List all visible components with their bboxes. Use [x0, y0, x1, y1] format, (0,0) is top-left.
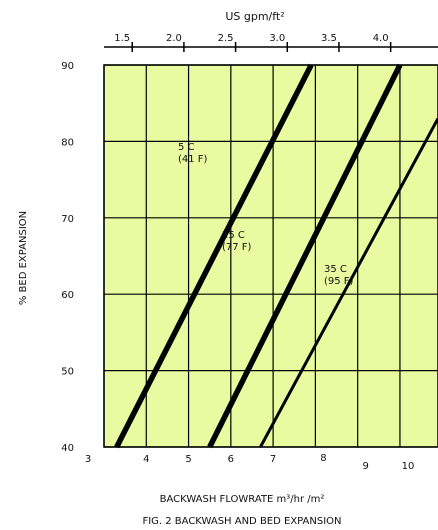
y-tick-labels: 40 50 60 70 80 90 — [61, 61, 74, 454]
x-tick-label: 8 — [320, 453, 326, 464]
x-tick-label: 6 — [228, 454, 234, 465]
figure-caption: FIG. 2 BACKWASH AND BED EXPANSION — [142, 516, 341, 527]
top-axis-tick-label: 2.0 — [166, 33, 182, 44]
series-label-temp-c: 25 C — [222, 230, 245, 241]
series-label-temp-f: (41 F) — [178, 154, 208, 165]
y-tick-label: 60 — [61, 290, 74, 301]
series-label-temp-f: (77 F) — [222, 242, 252, 253]
x-axis-label: BACKWASH FLOWRATE m³/hr /m² — [160, 494, 325, 505]
y-axis-label: % BED EXPANSION — [18, 211, 29, 305]
plot-area — [103, 64, 438, 448]
x-tick-label: 9 — [362, 461, 368, 472]
series-labels: 5 C(41 F) 25 C(77 F) 35 C(95 F) — [178, 142, 354, 287]
series-label-temp-f: (95 F) — [324, 276, 354, 287]
top-axis-tick-label: 1.5 — [114, 33, 130, 44]
top-axis-tick-label: 3.0 — [269, 33, 285, 44]
series-line — [207, 63, 403, 449]
y-tick-label: 50 — [61, 367, 74, 378]
y-tick-label: 90 — [61, 61, 74, 72]
x-tick-label: 5 — [185, 454, 191, 465]
series-label-temp-c: 5 C — [178, 142, 195, 153]
x-tick-label: 4 — [143, 454, 149, 465]
y-tick-label: 70 — [61, 214, 74, 225]
series-label-temp-c: 35 C — [324, 264, 347, 275]
y-tick-label: 40 — [61, 443, 74, 454]
top-axis: 1.5 2.0 2.5 3.0 3.5 4.0 — [104, 33, 438, 52]
x-tick-label: 7 — [270, 454, 276, 465]
series-line — [259, 117, 438, 448]
x-tick-label: 3 — [85, 454, 91, 465]
series-lines — [114, 63, 438, 449]
x-tick-label: 10 — [402, 461, 415, 472]
series-line — [114, 63, 314, 449]
top-axis-tick-label: 3.5 — [321, 33, 337, 44]
top-axis-tick-label: 2.5 — [218, 33, 234, 44]
top-axis-title: US gpm/ft² — [225, 10, 284, 23]
x-tick-labels: 3 4 5 6 7 8 9 10 — [85, 453, 415, 472]
y-tick-label: 80 — [61, 137, 74, 148]
top-axis-tick-label: 4.0 — [373, 33, 389, 44]
